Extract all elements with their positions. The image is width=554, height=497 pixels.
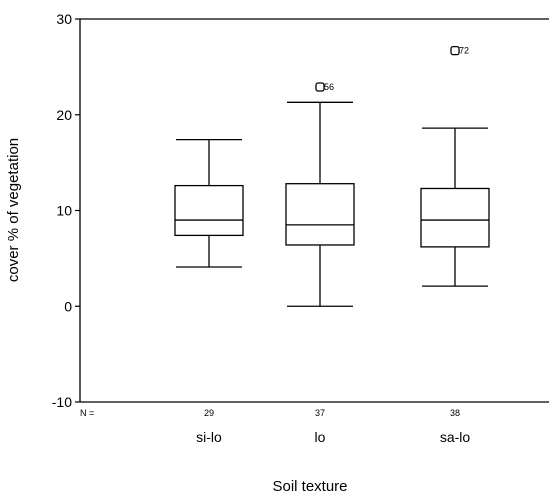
outlier-label: 56 <box>324 82 334 92</box>
box-sa-lo: 72 <box>420 45 490 287</box>
box-si-lo <box>174 138 244 268</box>
y-tick-label: 10 <box>56 203 72 219</box>
y-axis-ticks: -10 0 10 20 30 <box>52 11 80 410</box>
iqr-box <box>174 184 244 237</box>
outlier-point <box>315 82 325 92</box>
n-value: 37 <box>315 408 325 418</box>
n-value: 29 <box>204 408 214 418</box>
boxes: 56 72 <box>174 45 490 307</box>
outlier-point <box>450 45 460 56</box>
x-axis-title: Soil texture <box>272 478 347 495</box>
x-tick-label: si-lo <box>196 429 222 445</box>
x-tick-label: lo <box>315 429 326 445</box>
outlier-label: 72 <box>459 46 469 56</box>
n-value: 38 <box>450 408 460 418</box>
n-label: N = <box>80 408 94 418</box>
y-tick-label: -10 <box>52 394 72 410</box>
x-axis-labels: 29 si-lo 37 lo 38 sa-lo <box>196 408 470 445</box>
box-lo: 56 <box>285 82 355 307</box>
y-tick-label: 20 <box>56 107 72 123</box>
y-tick-label: 30 <box>56 11 72 27</box>
y-tick-label: 0 <box>64 298 72 314</box>
iqr-box <box>420 187 490 248</box>
y-axis-title: cover % of vegetation <box>5 138 22 282</box>
iqr-box <box>285 183 355 246</box>
x-tick-label: sa-lo <box>440 429 471 445</box>
